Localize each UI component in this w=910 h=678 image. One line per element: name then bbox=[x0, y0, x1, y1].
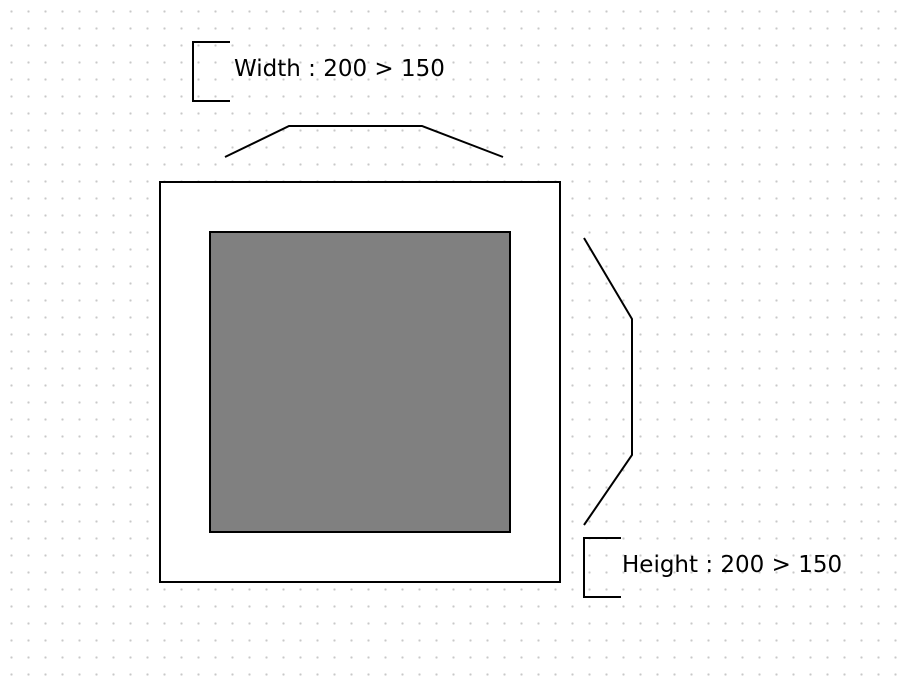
height-label: Height : 200 > 150 bbox=[622, 552, 842, 578]
width-callout-bracket bbox=[192, 41, 230, 102]
inner-square bbox=[209, 231, 511, 533]
width-label: Width : 200 > 150 bbox=[234, 56, 445, 82]
height-callout-bracket bbox=[583, 537, 621, 598]
height-bracket bbox=[583, 237, 633, 526]
width-bracket bbox=[224, 125, 504, 158]
